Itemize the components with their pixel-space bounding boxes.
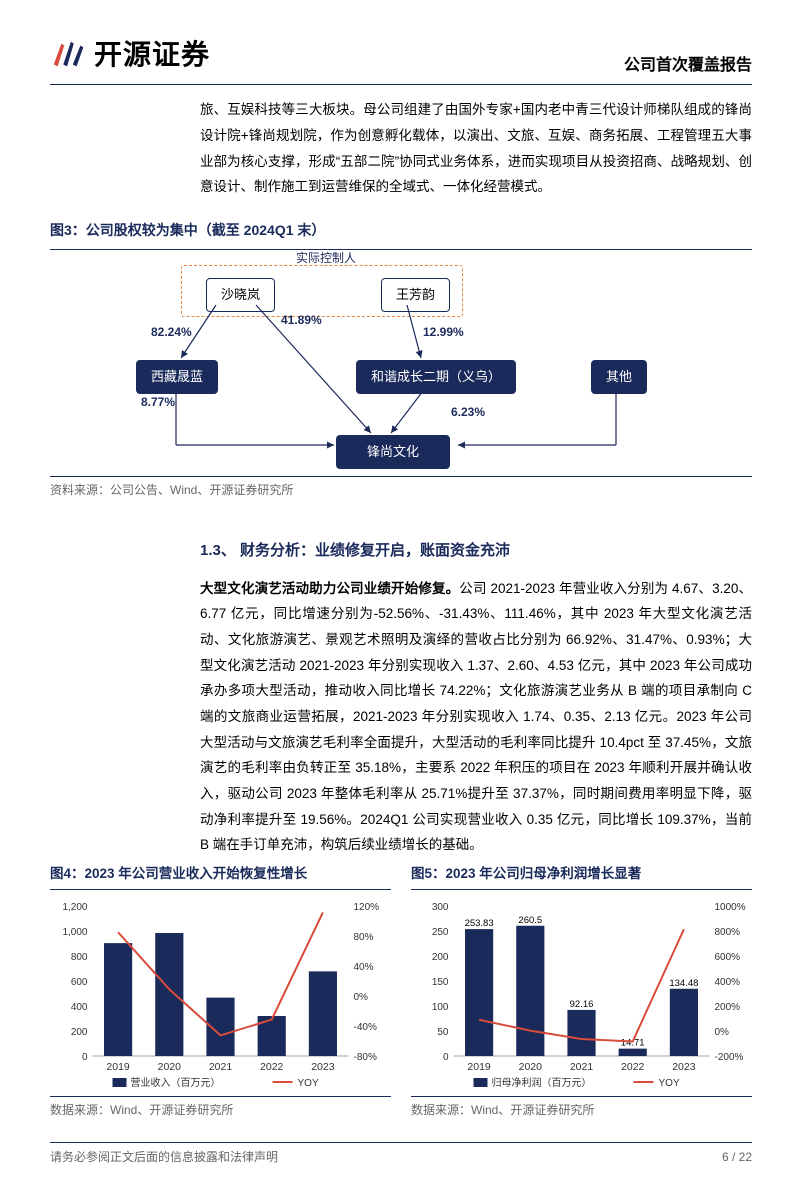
svg-text:2019: 2019: [106, 1061, 130, 1073]
svg-text:400%: 400%: [715, 977, 741, 988]
svg-text:134.48: 134.48: [669, 978, 698, 989]
report-type: 公司首次覆盖报告: [624, 52, 752, 81]
svg-text:40%: 40%: [354, 962, 374, 973]
svg-text:-80%: -80%: [354, 1052, 377, 1063]
page-header: 开源证券 公司首次覆盖报告: [50, 30, 752, 85]
fig4-title: 图4：2023 年公司营业收入开始恢复性增长: [50, 862, 391, 890]
company-logo-icon: [50, 36, 88, 74]
svg-text:300: 300: [432, 902, 449, 913]
svg-text:0: 0: [82, 1052, 88, 1063]
fig3-source: 资料来源：公司公告、Wind、开源证券研究所: [50, 476, 752, 502]
fig5-chart: 0 50 100 150 200 250 300 -200% 0% 200% 400% 600% 800…: [411, 896, 752, 1096]
fig4-source: 数据来源：Wind、开源证券研究所: [50, 1096, 391, 1122]
fig3-title: 图3：公司股权较为集中（截至 2024Q1 末）: [50, 218, 752, 243]
svg-text:-40%: -40%: [354, 1022, 377, 1033]
page-footer: 请务必参阅正文后面的信息披露和法律声明 6 / 22: [50, 1142, 752, 1169]
svg-text:260.5: 260.5: [518, 915, 542, 926]
svg-text:50: 50: [437, 1027, 449, 1038]
svg-text:2021: 2021: [209, 1061, 233, 1073]
svg-text:2019: 2019: [467, 1061, 491, 1073]
svg-text:2021: 2021: [570, 1061, 594, 1073]
svg-text:YOY: YOY: [298, 1078, 319, 1089]
svg-text:营业收入（百万元）: 营业收入（百万元）: [131, 1076, 221, 1089]
section-1-3-para: 大型文化演艺活动助力公司业绩开始修复。公司 2021-2023 年营业收入分别为…: [200, 576, 752, 858]
svg-text:0%: 0%: [715, 1027, 730, 1038]
edge-label-bd: 12.99%: [423, 322, 464, 344]
intro-paragraph: 旅、互娱科技等三大板块。母公司组建了由国外专家+国内老中青三代设计师梯队组成的锋…: [200, 97, 752, 200]
svg-text:200: 200: [71, 1027, 88, 1038]
svg-text:253.83: 253.83: [465, 918, 494, 929]
svg-text:600%: 600%: [715, 952, 741, 963]
svg-text:92.16: 92.16: [570, 999, 594, 1010]
svg-text:200%: 200%: [715, 1002, 741, 1013]
edge-label-df: 6.23%: [451, 402, 485, 424]
svg-text:2020: 2020: [519, 1061, 543, 1073]
svg-text:-200%: -200%: [715, 1052, 744, 1063]
svg-text:0: 0: [443, 1052, 449, 1063]
svg-text:YOY: YOY: [659, 1078, 680, 1089]
diagram-arrows: [81, 260, 721, 470]
fig5-source: 数据来源：Wind、开源证券研究所: [411, 1096, 752, 1122]
svg-text:1,200: 1,200: [62, 902, 87, 913]
svg-text:400: 400: [71, 1002, 88, 1013]
edge-label-af: 41.89%: [281, 310, 322, 332]
footer-disclaimer: 请务必参阅正文后面的信息披露和法律声明: [50, 1147, 278, 1169]
section-1-3-heading: 1.3、 财务分析：业绩修复开启，账面资金充沛: [200, 537, 752, 564]
svg-text:600: 600: [71, 977, 88, 988]
para-bold: 大型文化演艺活动助力公司业绩开始修复。: [200, 581, 459, 596]
svg-text:1000%: 1000%: [715, 902, 746, 913]
svg-text:200: 200: [432, 952, 449, 963]
para-rest: 公司 2021-2023 年营业收入分别为 4.67、3.20、6.77 亿元，…: [200, 581, 752, 852]
svg-text:2023: 2023: [311, 1061, 335, 1073]
svg-text:800: 800: [71, 952, 88, 963]
svg-text:120%: 120%: [354, 902, 380, 913]
fig4-chart: 0 200 400 600 800 1,000 1,200 -80% -40% 0% 40% 80% 1…: [50, 896, 391, 1096]
svg-text:150: 150: [432, 977, 449, 988]
svg-text:80%: 80%: [354, 932, 374, 943]
logo-text: 开源证券: [94, 30, 210, 80]
ownership-diagram: 实际控制人 沙晓岚 王芳韵 西藏晟蓝 和谐成长二期（义乌） 其他 锋尚文化 82…: [81, 260, 721, 470]
svg-text:0%: 0%: [354, 992, 369, 1003]
svg-text:2023: 2023: [672, 1061, 696, 1073]
fig5-title: 图5：2023 年公司归母净利润增长显著: [411, 862, 752, 890]
svg-text:2020: 2020: [158, 1061, 182, 1073]
svg-text:250: 250: [432, 927, 449, 938]
svg-text:800%: 800%: [715, 927, 741, 938]
footer-page-number: 6 / 22: [722, 1147, 752, 1169]
edge-label-cf: 8.77%: [141, 392, 175, 414]
svg-text:归母净利润（百万元）: 归母净利润（百万元）: [492, 1076, 592, 1089]
svg-text:2022: 2022: [260, 1061, 284, 1073]
svg-text:100: 100: [432, 1002, 449, 1013]
svg-text:1,000: 1,000: [62, 927, 87, 938]
edge-label-ac: 82.24%: [151, 322, 192, 344]
logo: 开源证券: [50, 30, 210, 80]
svg-text:2022: 2022: [621, 1061, 645, 1073]
